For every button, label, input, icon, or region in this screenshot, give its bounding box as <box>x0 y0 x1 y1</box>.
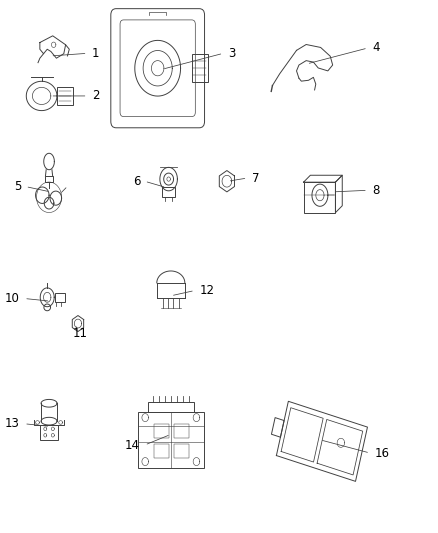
Bar <box>55 293 65 302</box>
Bar <box>174 445 189 458</box>
Text: 3: 3 <box>228 47 235 60</box>
Bar <box>192 54 208 83</box>
Text: 10: 10 <box>5 292 20 305</box>
Text: 5: 5 <box>14 180 21 193</box>
Bar <box>174 424 189 438</box>
Bar <box>40 425 58 440</box>
Text: 12: 12 <box>199 284 214 297</box>
Text: 16: 16 <box>374 447 389 459</box>
Text: 1: 1 <box>92 47 99 60</box>
Text: 11: 11 <box>72 327 87 340</box>
Bar <box>304 182 336 213</box>
Bar <box>138 413 204 469</box>
Bar <box>154 424 169 438</box>
Bar <box>57 86 73 106</box>
Text: 2: 2 <box>92 90 99 102</box>
Text: 8: 8 <box>372 184 380 197</box>
Text: 6: 6 <box>133 175 140 188</box>
Text: 14: 14 <box>125 439 140 451</box>
Bar <box>45 175 53 182</box>
Bar <box>162 187 175 197</box>
Text: 4: 4 <box>372 42 380 54</box>
Bar <box>148 402 194 413</box>
Text: 7: 7 <box>252 172 259 184</box>
Bar <box>154 445 169 458</box>
Text: 13: 13 <box>5 417 20 430</box>
